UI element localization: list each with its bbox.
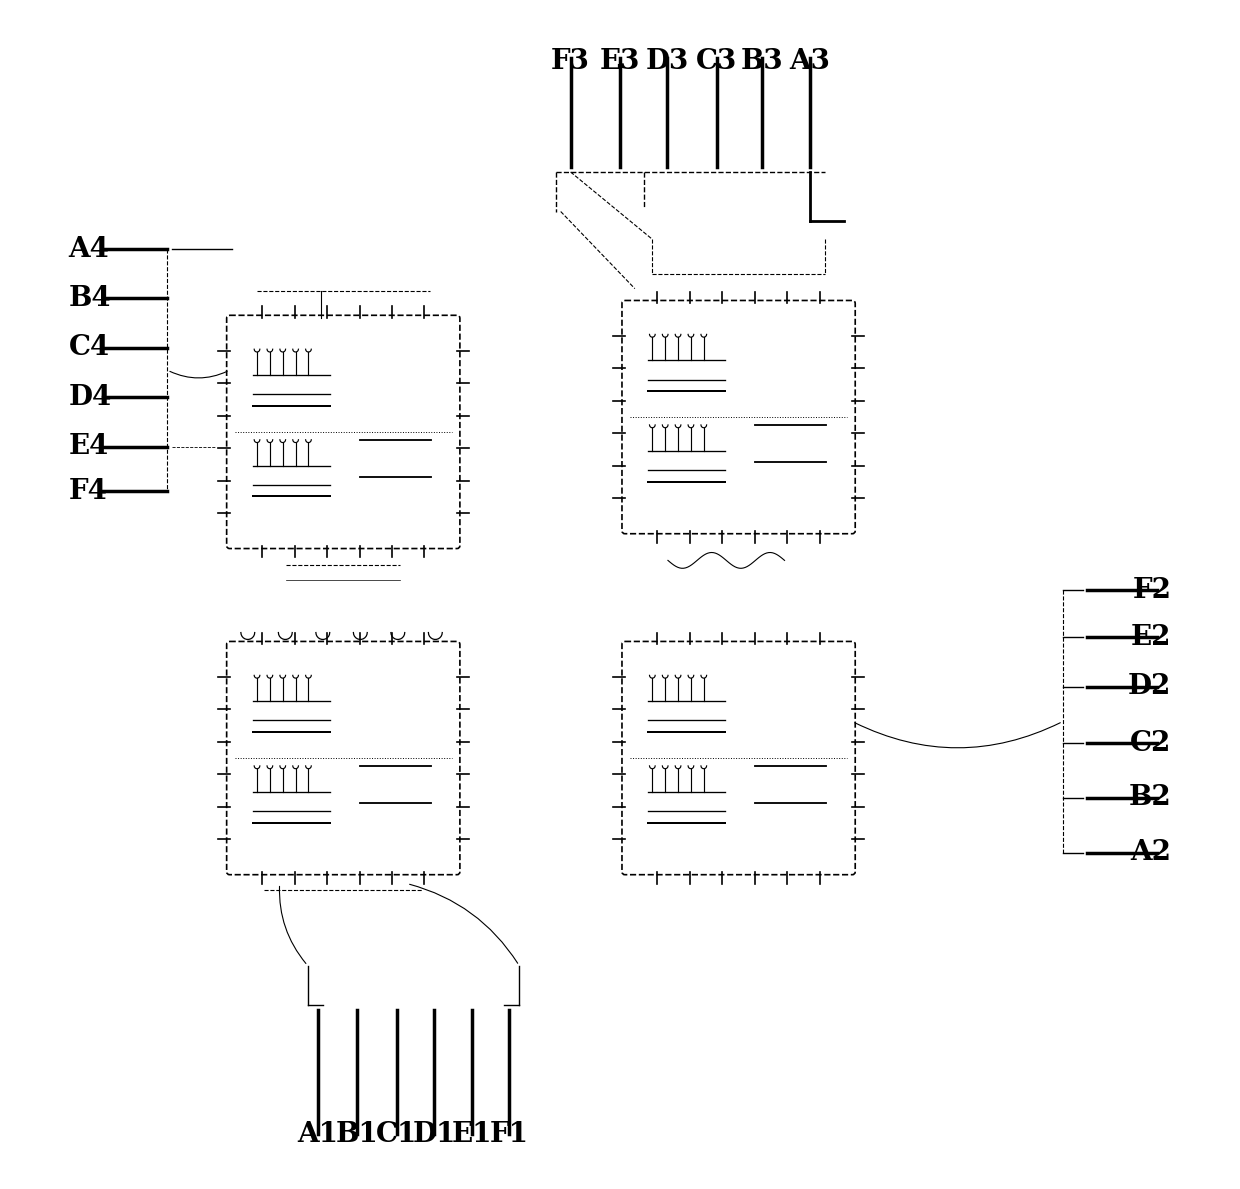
Text: C4: C4 [68,334,110,361]
Text: E3: E3 [600,49,640,75]
Text: D2: D2 [1128,673,1172,700]
FancyBboxPatch shape [227,315,460,548]
Text: A1: A1 [298,1121,339,1149]
Text: D1: D1 [413,1121,456,1149]
Text: E2: E2 [1131,624,1172,652]
Text: F4: F4 [68,478,108,504]
Text: B1: B1 [336,1121,378,1149]
Text: C1: C1 [376,1121,418,1149]
Text: C2: C2 [1130,730,1172,756]
Text: A3: A3 [790,49,831,75]
Text: C3: C3 [696,49,738,75]
Text: B4: B4 [68,285,112,312]
FancyBboxPatch shape [227,641,460,875]
Text: F2: F2 [1132,577,1172,604]
Text: F1: F1 [490,1121,528,1149]
FancyBboxPatch shape [622,301,856,534]
Text: B3: B3 [742,49,784,75]
Text: B2: B2 [1128,784,1172,811]
Text: E1: E1 [451,1121,492,1149]
Text: F3: F3 [551,49,590,75]
Text: A2: A2 [1131,839,1172,867]
FancyBboxPatch shape [622,641,856,875]
Text: A4: A4 [68,235,109,263]
Text: D4: D4 [68,384,112,411]
Text: E4: E4 [68,433,109,460]
Text: D3: D3 [646,49,689,75]
